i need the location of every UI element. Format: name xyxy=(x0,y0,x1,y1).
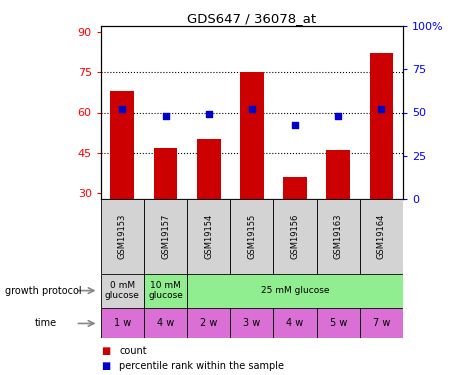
Bar xyxy=(316,199,360,274)
Text: 3 w: 3 w xyxy=(243,318,261,327)
Point xyxy=(162,113,169,119)
Text: GSM19163: GSM19163 xyxy=(334,213,343,259)
Bar xyxy=(327,150,350,199)
Text: 2 w: 2 w xyxy=(200,318,218,327)
Text: 25 mM glucose: 25 mM glucose xyxy=(261,286,329,295)
Title: GDS647 / 36078_at: GDS647 / 36078_at xyxy=(187,12,316,25)
Bar xyxy=(144,199,187,274)
Bar xyxy=(316,308,360,338)
Text: 4 w: 4 w xyxy=(286,318,304,327)
Text: GSM19154: GSM19154 xyxy=(204,214,213,259)
Bar xyxy=(197,140,221,199)
Text: percentile rank within the sample: percentile rank within the sample xyxy=(119,361,284,370)
Text: GSM19156: GSM19156 xyxy=(290,214,300,259)
Text: GSM19157: GSM19157 xyxy=(161,214,170,259)
Text: 10 mM
glucose: 10 mM glucose xyxy=(148,281,183,300)
Bar xyxy=(187,199,230,274)
Bar xyxy=(240,72,264,199)
Bar xyxy=(187,308,230,338)
Text: 5 w: 5 w xyxy=(330,318,347,327)
Bar xyxy=(144,274,187,308)
Bar xyxy=(230,199,273,274)
Bar xyxy=(101,199,144,274)
Point xyxy=(248,106,256,112)
Point xyxy=(205,111,213,117)
Text: ■: ■ xyxy=(101,346,110,355)
Bar xyxy=(360,199,403,274)
Point xyxy=(291,122,299,128)
Bar xyxy=(283,177,307,199)
Text: 0 mM
glucose: 0 mM glucose xyxy=(105,281,140,300)
Bar xyxy=(154,147,177,199)
Bar xyxy=(360,308,403,338)
Point xyxy=(335,113,342,119)
Bar xyxy=(370,53,393,199)
Bar xyxy=(144,308,187,338)
Text: growth protocol: growth protocol xyxy=(5,286,81,296)
Bar xyxy=(101,308,144,338)
Text: time: time xyxy=(34,318,56,327)
Text: GSM19155: GSM19155 xyxy=(247,214,256,259)
Text: GSM19153: GSM19153 xyxy=(118,214,127,259)
Bar xyxy=(187,274,403,308)
Text: GSM19164: GSM19164 xyxy=(377,214,386,259)
Bar xyxy=(273,308,316,338)
Text: 4 w: 4 w xyxy=(157,318,174,327)
Point xyxy=(119,106,126,112)
Text: count: count xyxy=(119,346,147,355)
Point xyxy=(378,106,385,112)
Bar xyxy=(273,199,316,274)
Bar xyxy=(101,274,144,308)
Text: 7 w: 7 w xyxy=(373,318,390,327)
Text: ■: ■ xyxy=(101,361,110,370)
Text: 1 w: 1 w xyxy=(114,318,131,327)
Bar xyxy=(230,308,273,338)
Bar xyxy=(110,91,134,199)
